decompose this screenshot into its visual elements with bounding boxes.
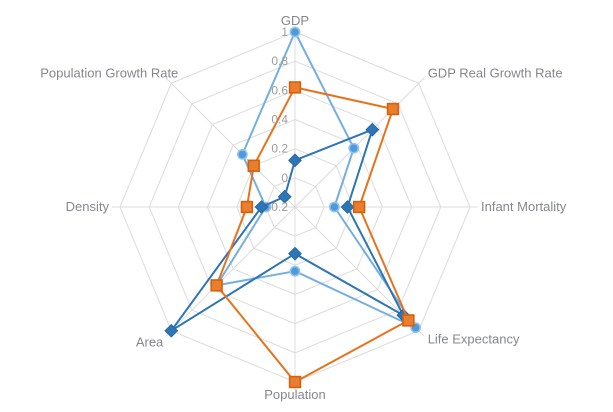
data-point-square[interactable] (288, 81, 302, 94)
data-point-square[interactable] (240, 200, 254, 214)
radial-tick-labels: 1 0.8 0.6 0.4 0.2 0 -0.2 (267, 25, 288, 214)
axis-label-population: Population (264, 387, 325, 402)
data-point-square[interactable] (402, 314, 415, 327)
axis-spoke (294, 77, 425, 208)
radial-tick-label: 0.8 (271, 54, 288, 68)
axis-label-population-growth-rate: Population Growth Rate (40, 65, 178, 80)
axis-label-gdp: GDP (281, 13, 309, 28)
data-point-circle[interactable] (289, 26, 301, 38)
radial-tick-label: 0 (281, 171, 288, 185)
axis-label-area: Area (136, 335, 164, 350)
radial-tick-label: 1 (281, 25, 288, 39)
data-point-diamond[interactable] (288, 246, 302, 261)
series-orange-squares (210, 81, 415, 389)
data-point-diamond[interactable] (254, 200, 269, 214)
data-point-square[interactable] (288, 375, 302, 389)
data-point-circle[interactable] (328, 201, 340, 213)
data-point-diamond[interactable] (164, 323, 179, 338)
data-point-diamond[interactable] (277, 189, 292, 204)
data-point-square[interactable] (247, 159, 260, 172)
radial-tick-label: 0.4 (271, 113, 288, 127)
axis-label-gdp-real-growth-rate: GDP Real Growth Rate (428, 65, 563, 80)
series-dark-blue-diamonds (164, 122, 411, 338)
data-point-square[interactable] (386, 102, 400, 116)
radial-tick-label: -0.2 (267, 200, 288, 214)
data-point-square[interactable] (210, 279, 223, 292)
axis-spoke (165, 206, 296, 337)
axis-label-life-expectancy: Life Expectancy (428, 332, 520, 347)
data-point-square[interactable] (352, 200, 366, 214)
data-point-diamond[interactable] (340, 200, 355, 214)
grid-group (112, 24, 478, 390)
axis-label-density: Density (66, 199, 110, 214)
axis-label-infant-mortality: Infant Mortality (481, 199, 567, 214)
axis-spoke (165, 77, 296, 208)
series-line-orange-squares (215, 86, 410, 383)
radial-tick-label: 0.2 (271, 142, 288, 156)
data-point-diamond[interactable] (365, 122, 380, 137)
data-point-circle[interactable] (237, 149, 248, 160)
data-point-circle[interactable] (348, 142, 360, 154)
data-point-diamond[interactable] (288, 153, 302, 168)
axis-labels: GDP GDP Real Growth Rate Infant Mortality L… (40, 13, 566, 402)
radial-tick-label: 0.6 (271, 83, 288, 97)
data-point-circle[interactable] (289, 265, 301, 277)
